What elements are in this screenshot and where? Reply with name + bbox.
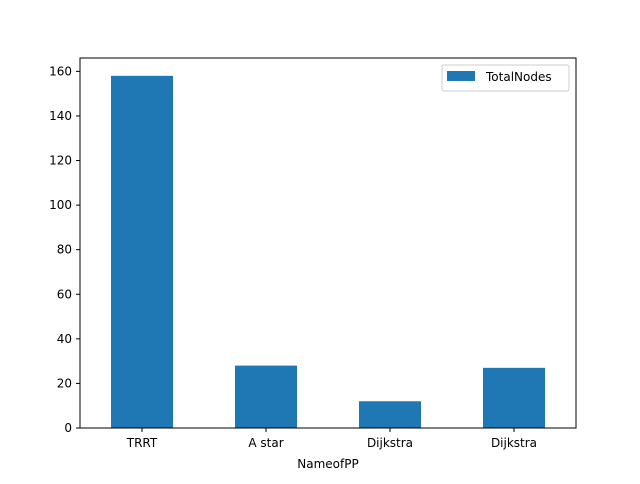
x-tick-label-3: Dijkstra [491, 436, 537, 450]
y-tick-label-0: 0 [64, 421, 72, 435]
bars-layer [111, 75, 545, 428]
bar-1 [235, 365, 297, 428]
x-axis-label: NameofPP [297, 457, 358, 471]
bar-0 [111, 75, 173, 428]
y-tick-label-5: 100 [49, 198, 72, 212]
y-tick-label-7: 140 [49, 109, 72, 123]
y-tick-label-1: 20 [57, 376, 72, 390]
bar-2 [359, 401, 421, 428]
bar-3 [483, 367, 545, 428]
y-axis: 0 20 40 60 80 100 120 140 160 [49, 64, 80, 435]
x-tick-label-2: Dijkstra [367, 436, 413, 450]
x-tick-label-0: TRRT [126, 436, 158, 450]
legend: TotalNodes [441, 64, 570, 92]
legend-label: TotalNodes [485, 70, 552, 84]
y-tick-label-3: 60 [57, 287, 72, 301]
x-tick-label-1: A star [248, 436, 283, 450]
y-tick-label-4: 80 [57, 243, 72, 257]
y-tick-label-8: 160 [49, 64, 72, 78]
y-tick-label-6: 120 [49, 154, 72, 168]
legend-swatch [447, 71, 475, 81]
x-axis: TRRT A star Dijkstra Dijkstra [126, 428, 537, 450]
y-tick-label-2: 40 [57, 332, 72, 346]
plot-frame [79, 57, 577, 429]
